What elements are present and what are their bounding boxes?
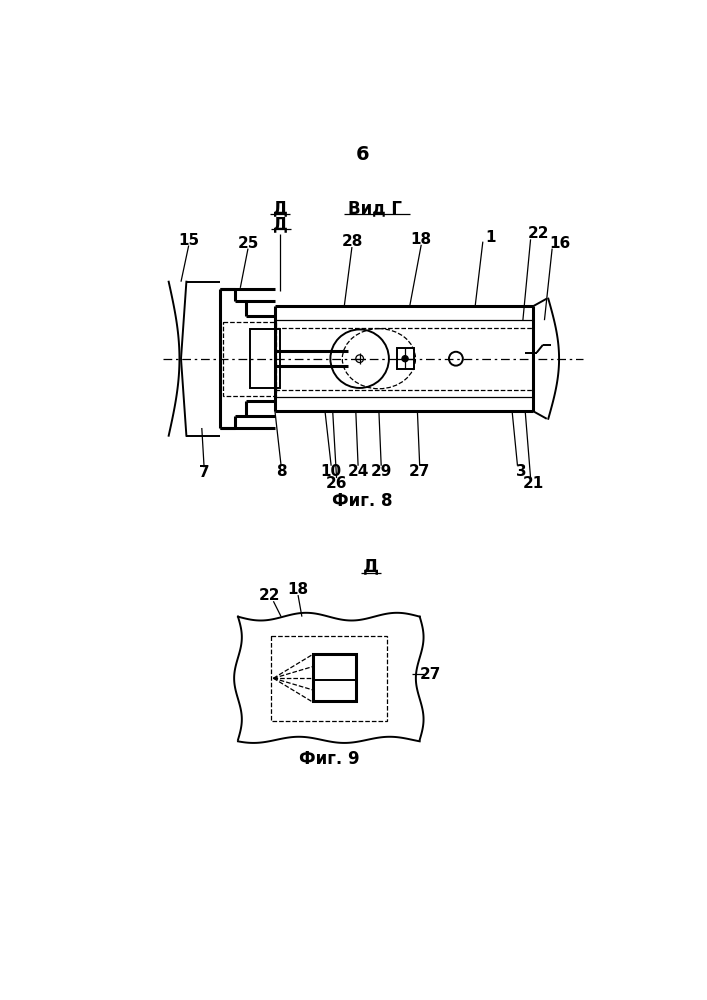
Text: Фиг. 8: Фиг. 8	[332, 492, 392, 510]
Circle shape	[402, 356, 408, 362]
Text: 25: 25	[238, 236, 259, 251]
Text: Вид Г: Вид Г	[348, 200, 402, 218]
Bar	[271, 636, 387, 721]
Bar	[250, 329, 279, 388]
Text: 27: 27	[409, 464, 431, 479]
Text: 10: 10	[320, 464, 341, 479]
Text: 26: 26	[326, 476, 347, 491]
Text: Д: Д	[273, 200, 288, 218]
Text: 16: 16	[549, 236, 571, 251]
Text: 28: 28	[341, 234, 363, 249]
Text: 18: 18	[411, 232, 432, 247]
Text: 1: 1	[485, 230, 496, 245]
Text: 29: 29	[370, 464, 392, 479]
Text: 7: 7	[199, 465, 209, 480]
Bar	[397, 348, 414, 369]
Text: 15: 15	[178, 233, 199, 248]
Text: Д: Д	[273, 215, 288, 233]
Text: 18: 18	[288, 582, 308, 597]
Text: 22: 22	[259, 588, 280, 603]
Bar	[223, 322, 276, 396]
Text: 21: 21	[522, 476, 544, 491]
Text: 22: 22	[527, 226, 549, 241]
Text: 27: 27	[420, 667, 441, 682]
Bar	[313, 654, 356, 701]
Text: 6: 6	[356, 145, 370, 164]
Text: 3: 3	[516, 464, 527, 479]
Text: 8: 8	[276, 464, 286, 479]
Text: Фиг. 9: Фиг. 9	[298, 750, 359, 768]
Text: Д: Д	[363, 558, 379, 576]
Text: 24: 24	[347, 464, 369, 479]
